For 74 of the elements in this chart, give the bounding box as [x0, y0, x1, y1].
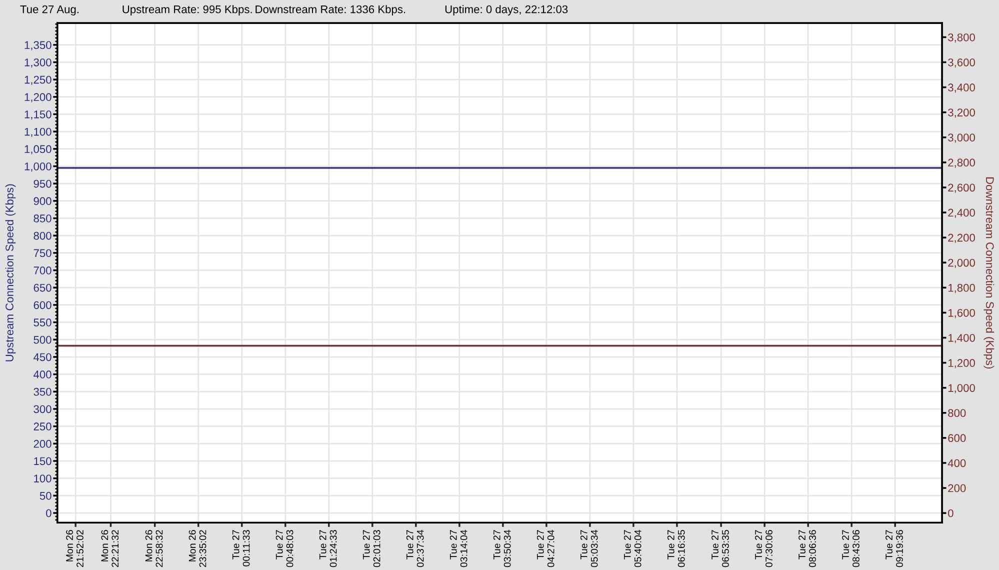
y-tick-label: 600 — [34, 301, 52, 310]
y2-tick-label: 400 — [948, 459, 966, 468]
x-tick-label: Mon 26 21:52:02 — [66, 530, 84, 567]
y2-tick-label: 1,600 — [948, 308, 975, 318]
text: Upstream Rate: 995 Kbps. — [122, 5, 252, 16]
y2-tick-label: 1,000 — [948, 384, 975, 394]
y-tick-label: 700 — [34, 266, 52, 274]
y2-tick-label: 2,600 — [948, 184, 975, 193]
y2-tick-label: 0 — [948, 509, 954, 518]
y-tick-label: 450 — [34, 353, 52, 362]
text: Downstream Rate: 1336 Kbps. — [256, 5, 406, 16]
y-axis-title: Upstream Connection Speed (Kbps) — [5, 184, 16, 362]
y-tick-label: 1,250 — [24, 76, 52, 85]
x-tick-label: Tue 27 07:30:06 — [755, 530, 772, 568]
y2-tick-label: 2,400 — [948, 208, 975, 218]
y2-tick-label: 1,400 — [948, 334, 975, 344]
y-tick-label: 350 — [34, 388, 52, 396]
y-tick-label: 650 — [34, 284, 52, 292]
y-tick-label: 400 — [34, 370, 52, 378]
text: Tue 27 Aug. — [20, 5, 78, 16]
y2-tick-label: 800 — [948, 409, 966, 417]
y2-axis-title: Downstream Connection Speed (Kbps) — [984, 177, 994, 369]
y-tick-label: 750 — [34, 249, 52, 258]
y-tick-label: 850 — [34, 214, 52, 222]
x-tick-label: Tue 27 09:19:36 — [886, 530, 903, 568]
x-tick-label: Tue 27 02:37:34 — [406, 530, 424, 568]
y-tick-label: 1,150 — [24, 110, 52, 120]
x-tick-label: Mon 26 22:21:32 — [101, 530, 119, 567]
y-tick-label: 150 — [34, 457, 52, 466]
y-tick-label: 1,300 — [24, 58, 52, 68]
y2-tick-label: 2,200 — [948, 234, 975, 243]
x-tick-label: Tue 27 06:16:35 — [667, 530, 685, 568]
y-tick-label: 100 — [34, 474, 52, 482]
y2-tick-label: 2,000 — [948, 258, 975, 268]
y-tick-label: 200 — [34, 440, 52, 448]
x-tick-label: Mon 26 23:35:02 — [188, 530, 206, 567]
y2-tick-label: 3,800 — [948, 33, 975, 43]
x-tick-label: Tue 27 08:43:06 — [842, 530, 860, 568]
y-tick-label: 250 — [34, 422, 52, 430]
y-tick-label: 1,050 — [24, 145, 52, 154]
y-tick-label: 950 — [34, 180, 52, 188]
y-tick-label: 0 — [46, 509, 52, 518]
x-tick-label: Tue 27 04:27:04 — [536, 530, 554, 568]
y-tick-label: 1,350 — [24, 41, 52, 50]
x-tick-label: Tue 27 05:40:04 — [624, 530, 642, 568]
y2-tick-label: 2,800 — [948, 158, 975, 168]
y-tick-label: 1,000 — [24, 162, 52, 172]
y2-tick-label: 200 — [948, 484, 966, 492]
y-tick-label: 1,200 — [24, 93, 52, 102]
x-tick-label: Tue 27 00:11:33 — [232, 530, 250, 566]
y2-tick-label: 3,600 — [948, 58, 975, 68]
y2-tick-label: 3,400 — [948, 84, 975, 93]
y-tick-label: 550 — [34, 318, 52, 326]
text: Uptime: 0 days, 22:12:03 — [445, 5, 568, 16]
y-tick-label: 50 — [40, 492, 52, 500]
y2-tick-label: 600 — [948, 434, 966, 442]
x-tick-label: Tue 27 06:53:35 — [712, 530, 729, 568]
y-tick-label: 500 — [34, 336, 52, 344]
y2-tick-label: 3,200 — [948, 108, 975, 118]
x-tick-label: Mon 26 22:58:32 — [145, 530, 163, 567]
x-tick-label: Tue 27 05:03:34 — [580, 530, 598, 568]
x-tick-label: Tue 27 08:06:36 — [798, 530, 816, 568]
x-tick-label: Tue 27 00:48:03 — [276, 530, 294, 568]
y-tick-label: 900 — [34, 197, 52, 206]
x-tick-label: Tue 27 02:01:03 — [362, 530, 380, 568]
y2-tick-label: 1,800 — [948, 284, 975, 294]
y2-tick-label: 3,000 — [948, 134, 975, 143]
y-tick-label: 1,100 — [24, 128, 52, 138]
x-tick-label: Tue 27 03:50:34 — [493, 530, 511, 568]
y2-tick-label: 1,200 — [948, 359, 975, 368]
y-tick-label: 300 — [34, 405, 52, 414]
y-tick-label: 800 — [34, 232, 52, 240]
x-tick-label: Tue 27 01:24:33 — [319, 530, 337, 568]
x-tick-label: Tue 27 03:14:04 — [450, 530, 468, 568]
